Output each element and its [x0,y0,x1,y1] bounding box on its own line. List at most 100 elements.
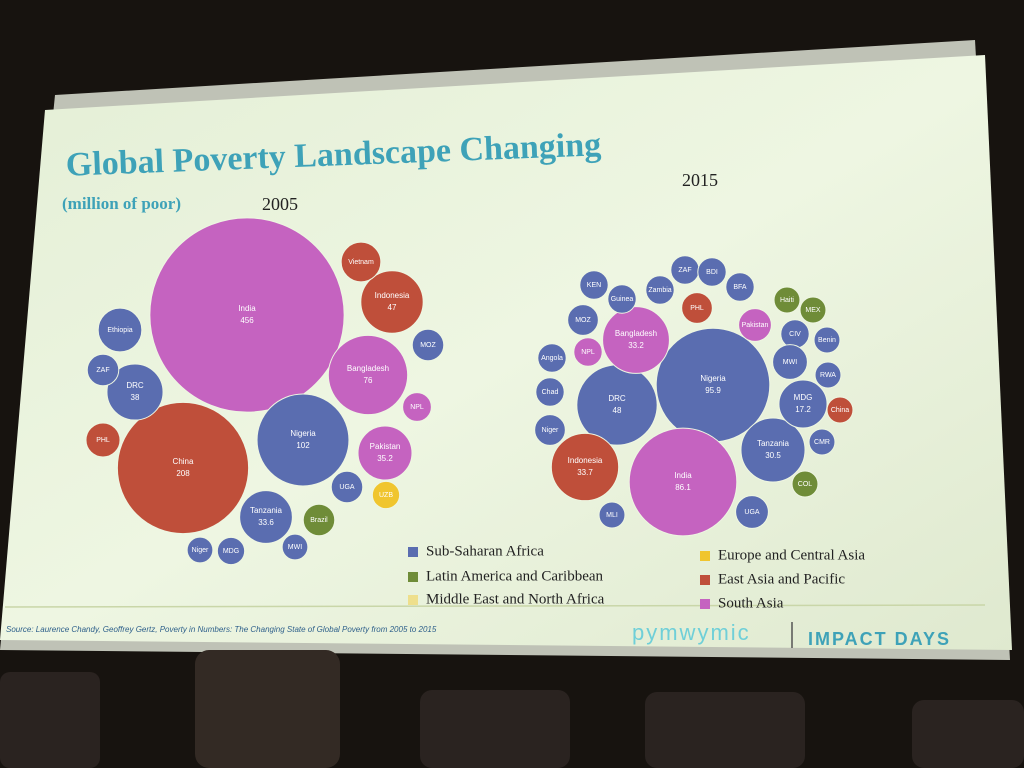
bubble-value: 95.9 [705,386,721,395]
bubble-label: Bangladesh [347,364,389,373]
bubble-value: 102 [296,441,310,450]
bubble-label: PHL [96,437,110,444]
slide-subtitle: (million of poor) [62,194,181,213]
bubble [327,334,409,416]
bubble [725,272,755,302]
bubble-label: Benin [818,337,836,344]
bubble-label: COL [798,481,813,488]
bubble [186,536,214,564]
bubble [799,296,827,324]
brand: pymwymic [632,620,751,645]
bubble [808,428,836,456]
bubble [602,306,670,374]
bubble [411,328,445,362]
legend-label: South Asia [718,595,784,611]
bubble [697,257,727,287]
bubble-value: 33.2 [628,341,644,350]
legend-label: Latin America and Caribbean [426,568,604,584]
bubble [791,470,819,498]
bubble-value: 33.7 [577,468,593,477]
bubble-value: 35.2 [377,454,393,463]
bubble [579,270,609,300]
bubble-value: 208 [176,469,190,478]
bubble-label: Angola [541,355,563,362]
bubble-label: MLI [606,512,618,519]
bubble-label: Niger [542,427,559,434]
bubble-label: Nigeria [700,374,726,383]
bubble-label: BFA [733,284,747,291]
bubble-label: BDI [706,269,718,276]
bubble [116,401,250,535]
divider [4,604,986,608]
bubble-value: 30.5 [765,451,781,460]
bubble [534,414,566,446]
bubble-label: Niger [192,547,209,554]
bubble-label: Tanzania [757,439,790,448]
bubble-label: Indonesia [568,456,603,465]
bubble-value: 48 [613,406,622,415]
panel-title: 2015 [682,170,718,190]
bubble-label: Zambia [648,287,671,294]
bubble-label: MDG [794,393,813,402]
bubble [628,427,738,537]
bubble-label: Pakistan [742,322,769,329]
bubble-label: India [674,471,692,480]
bubble [537,343,567,373]
bubble-label: Brazil [310,517,328,524]
chair [0,672,100,768]
bubble-label: ZAF [96,367,109,374]
bubble-label: MEX [805,307,821,314]
bubble-value: 33.6 [258,518,274,527]
legend-swatch [700,551,710,561]
bubble [814,361,842,389]
bubble-label: NPL [581,349,595,356]
bubble-label: KEN [587,282,601,289]
bubble [598,501,626,529]
bubble [778,379,828,429]
bubble-label: CIV [789,331,801,338]
legend-swatch [408,547,418,557]
bubble [535,377,565,407]
bubble [106,363,164,421]
event-name: IMPACT DAYS [808,629,951,649]
bubble-label: RWA [820,372,836,379]
bubble [340,241,382,283]
bubble [738,308,772,342]
legend-label: East Asia and Pacific [718,571,845,587]
legend-swatch [700,575,710,585]
bubble [371,480,401,510]
bubble-label: Indonesia [375,291,410,300]
bubble-label: CMR [814,439,830,446]
chair [195,650,340,768]
bubble-label: UGA [744,509,760,516]
bubble-label: Tanzania [250,506,283,515]
bubble [85,422,121,458]
source-note: Source: Laurence Chandy, Geoffrey Gertz,… [6,625,437,634]
bubble [826,396,854,424]
bubble-label: China [831,407,849,414]
legend-swatch [700,599,710,609]
bubble-label: DRC [608,394,626,403]
chairs [0,650,1024,768]
chair [912,700,1024,768]
bubble-label: China [173,457,194,466]
bubble-label: MOZ [575,317,591,324]
bubble [567,304,599,336]
bubble-label: Nigeria [290,429,316,438]
bubble [607,284,637,314]
bubble-value: 38 [131,393,140,402]
bubble-label: MWI [783,359,797,366]
bubble [550,432,620,502]
bubble-value: 456 [240,316,254,325]
bubble [357,425,413,481]
chair [645,692,805,768]
bubble [573,337,603,367]
bubble [402,392,432,422]
bubble [681,292,713,324]
bubble-label: ZAF [678,267,691,274]
bubble [86,353,120,387]
bubble [216,536,246,566]
bubble [645,275,675,305]
bubble-label: UGA [339,484,355,491]
